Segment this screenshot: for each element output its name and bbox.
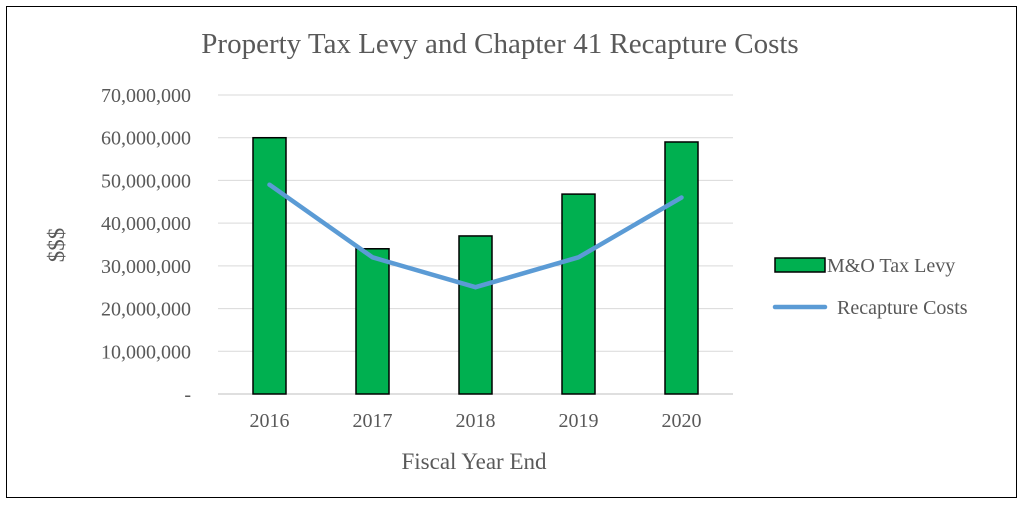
legend: M&O Tax Levy Recapture Costs xyxy=(772,255,968,319)
bar-mo-tax-levy xyxy=(355,248,390,395)
y-axis-title: $$$ xyxy=(44,228,69,263)
y-tick-label: 40,000,000 xyxy=(101,213,191,235)
bar-mo-tax-levy xyxy=(664,141,699,395)
y-tick-label: 50,000,000 xyxy=(101,170,191,192)
x-tick-label: 2017 xyxy=(353,410,393,432)
bar-mo-tax-levy xyxy=(252,136,287,395)
chart-title: Property Tax Levy and Chapter 41 Recaptu… xyxy=(201,28,798,60)
y-tick-label: 60,000,000 xyxy=(101,128,191,150)
y-tick-label: 30,000,000 xyxy=(101,256,191,278)
bar-mo-tax-levy xyxy=(561,193,596,395)
legend-label-mo-tax-levy: M&O Tax Levy xyxy=(827,255,955,277)
bar-mo-tax-levy xyxy=(458,235,493,395)
x-tick-label: 2019 xyxy=(559,410,599,432)
y-tick-label: 20,000,000 xyxy=(101,299,191,321)
y-tick-label: - xyxy=(184,384,191,406)
bar-series xyxy=(252,136,699,395)
y-tick-labels: - 10,000,000 20,000,000 30,000,000 40,000,00… xyxy=(101,85,191,406)
x-tick-label: 2018 xyxy=(456,410,496,432)
y-tick-label: 70,000,000 xyxy=(101,85,191,107)
legend-label-recapture-costs: Recapture Costs xyxy=(837,297,968,319)
legend-swatch-mo-tax-levy xyxy=(774,257,826,273)
x-axis-title: Fiscal Year End xyxy=(401,449,547,474)
x-tick-labels: 2016 2017 2018 2019 2020 xyxy=(250,410,702,432)
gridlines xyxy=(218,94,733,395)
y-tick-label: 10,000,000 xyxy=(101,341,191,363)
line-series xyxy=(267,182,684,290)
x-tick-label: 2016 xyxy=(250,410,290,432)
x-tick-label: 2020 xyxy=(662,410,702,432)
chart-frame xyxy=(6,6,1017,498)
